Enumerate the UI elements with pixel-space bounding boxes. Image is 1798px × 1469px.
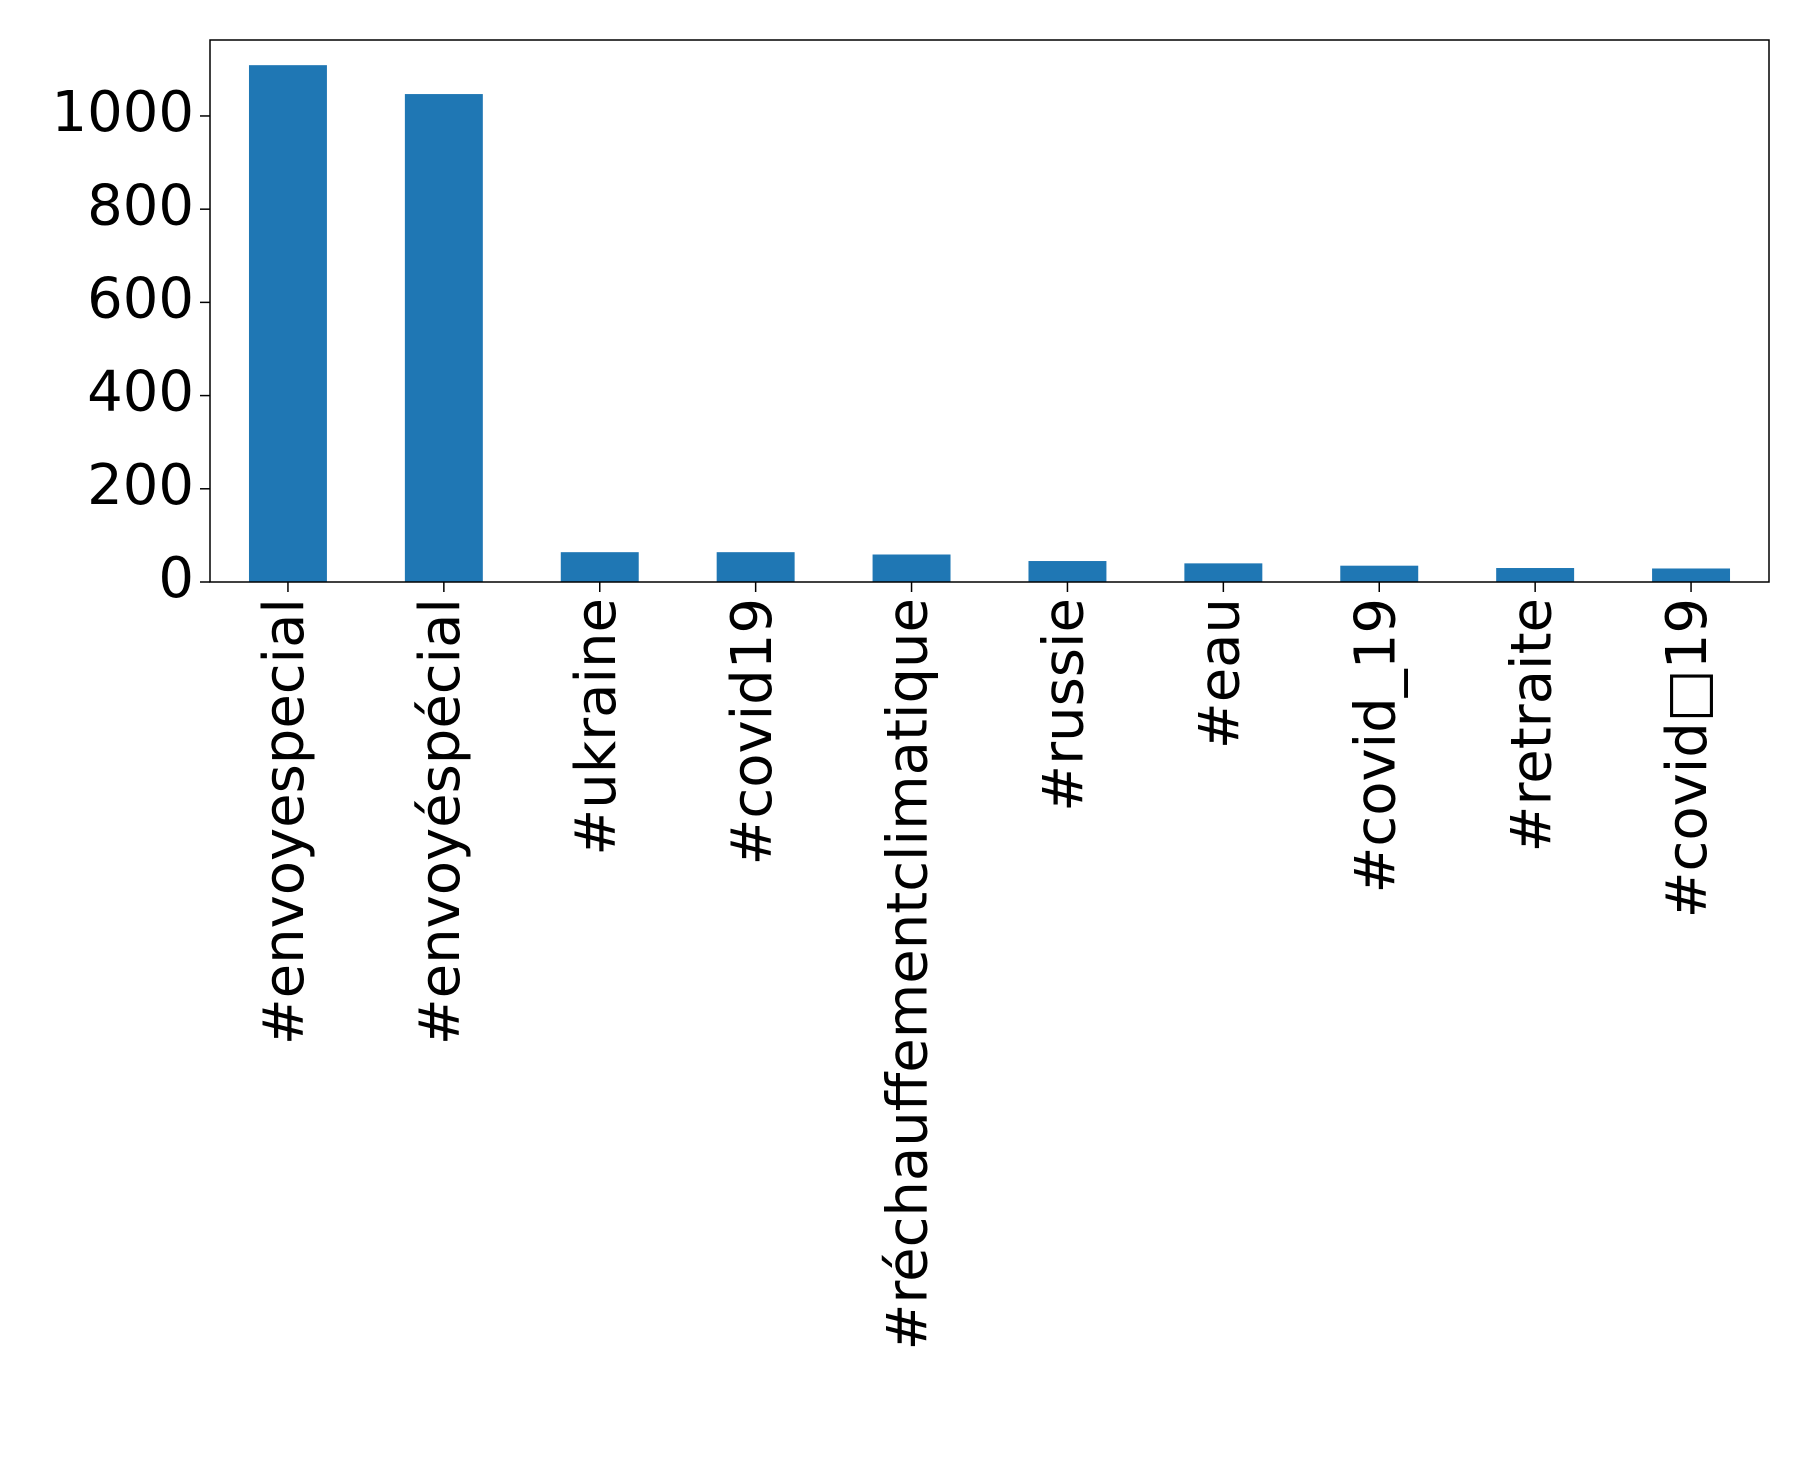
plot-frame: [209, 39, 1770, 583]
x-tick-label: #eau: [1187, 598, 1252, 749]
bar: [1496, 568, 1575, 582]
x-tick-label: #envoyespecial: [252, 598, 317, 1045]
x-tick-label: #russie: [1032, 598, 1097, 812]
x-tick-label: #covid□19: [1655, 598, 1720, 918]
bar: [560, 552, 639, 582]
y-tick-label: 400: [87, 360, 194, 425]
bar: [1028, 561, 1107, 582]
x-tick-label: #covid19: [720, 598, 785, 865]
bar: [872, 554, 951, 582]
x-tick-label: #retraite: [1499, 598, 1564, 852]
y-tick-label: 600: [87, 267, 194, 332]
x-tick-label: #envoyéspécial: [408, 598, 473, 1045]
y-tick-label: 0: [158, 546, 194, 611]
bar: [404, 94, 483, 583]
bar: [248, 65, 327, 582]
bar: [716, 552, 795, 582]
x-tick-label: #réchauffementclimatique: [876, 598, 941, 1351]
y-tick-label: 200: [87, 453, 194, 518]
y-tick-label: 1000: [51, 80, 194, 145]
x-tick-label: #covid_19: [1343, 598, 1408, 893]
bar: [1652, 568, 1731, 582]
bar: [1184, 563, 1263, 582]
y-tick-label: 800: [87, 173, 194, 238]
x-tick-label: #ukraine: [564, 598, 629, 856]
bar: [1340, 565, 1419, 582]
